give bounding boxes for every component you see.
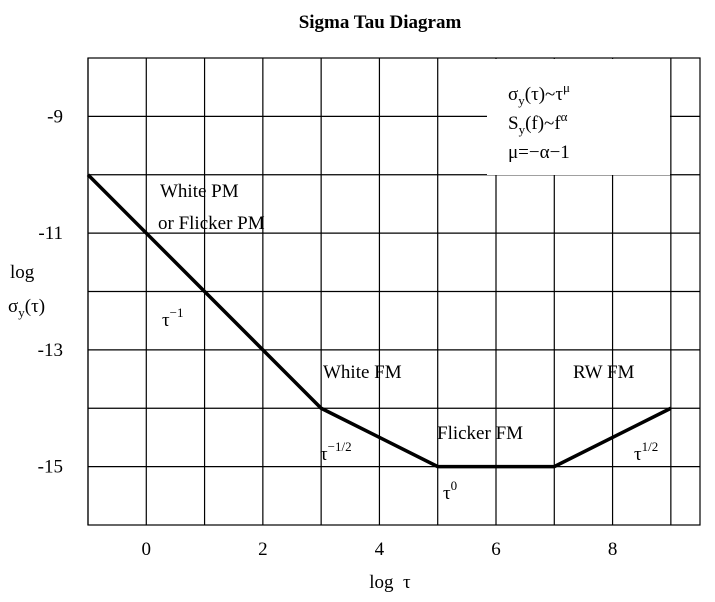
formula-part: (f)~f — [525, 113, 561, 134]
slope-label: τ0 — [443, 478, 457, 504]
y-axis-label-sub: y — [18, 305, 25, 320]
chart-title: Sigma Tau Diagram — [299, 12, 462, 33]
y-tick-label: -13 — [38, 340, 63, 361]
x-tick-label: 6 — [491, 539, 501, 560]
formula-box — [487, 59, 670, 175]
formula: μ=−α−1 — [508, 142, 570, 163]
y-axis-label-part: σ — [8, 296, 18, 317]
formula: Sy(f)~fα — [508, 109, 568, 137]
slope-base: τ — [320, 444, 328, 465]
slope-sup: −1 — [170, 305, 184, 320]
slope-base: τ — [162, 310, 170, 331]
x-tick-label: 4 — [375, 539, 385, 560]
formula-part: S — [508, 113, 519, 134]
slope-sup: 1/2 — [642, 439, 659, 454]
x-axis-label: log τ — [369, 572, 411, 593]
noise-label: Flicker FM — [437, 423, 523, 444]
formula-part: σ — [508, 84, 518, 105]
y-tick-label: -11 — [38, 223, 63, 244]
line — [86, 173, 672, 469]
formula: σy(τ)~τμ — [508, 80, 570, 108]
y-tick-label: -9 — [47, 106, 63, 127]
slope-label: τ−1 — [162, 305, 183, 331]
y-axis-label-part: (τ) — [25, 296, 45, 317]
formula-sub: y — [518, 93, 525, 108]
y-axis-label: σy(τ) — [8, 296, 45, 320]
slope-base: τ — [443, 483, 451, 504]
formula-sub: y — [519, 122, 526, 137]
slope-label: τ−1/2 — [320, 439, 352, 465]
formula-sup: α — [561, 109, 568, 124]
slope-sup: 0 — [451, 478, 458, 493]
noise-label: or Flicker PM — [158, 213, 265, 234]
x-tick-label: 8 — [608, 539, 618, 560]
noise-label: RW FM — [573, 362, 635, 383]
slope-base: τ — [634, 444, 642, 465]
formula-part: (τ)~τ — [525, 84, 564, 105]
x-tick-label: 0 — [142, 539, 152, 560]
slope-sup: −1/2 — [328, 439, 352, 454]
noise-label: White FM — [323, 362, 402, 383]
formula-sup: μ — [563, 80, 570, 95]
y-axis-label: log — [10, 262, 35, 283]
x-tick-label: 2 — [258, 539, 268, 560]
slope-label: τ1/2 — [634, 439, 658, 465]
noise-label: White PM — [160, 181, 239, 202]
y-tick-label: -15 — [38, 457, 63, 478]
